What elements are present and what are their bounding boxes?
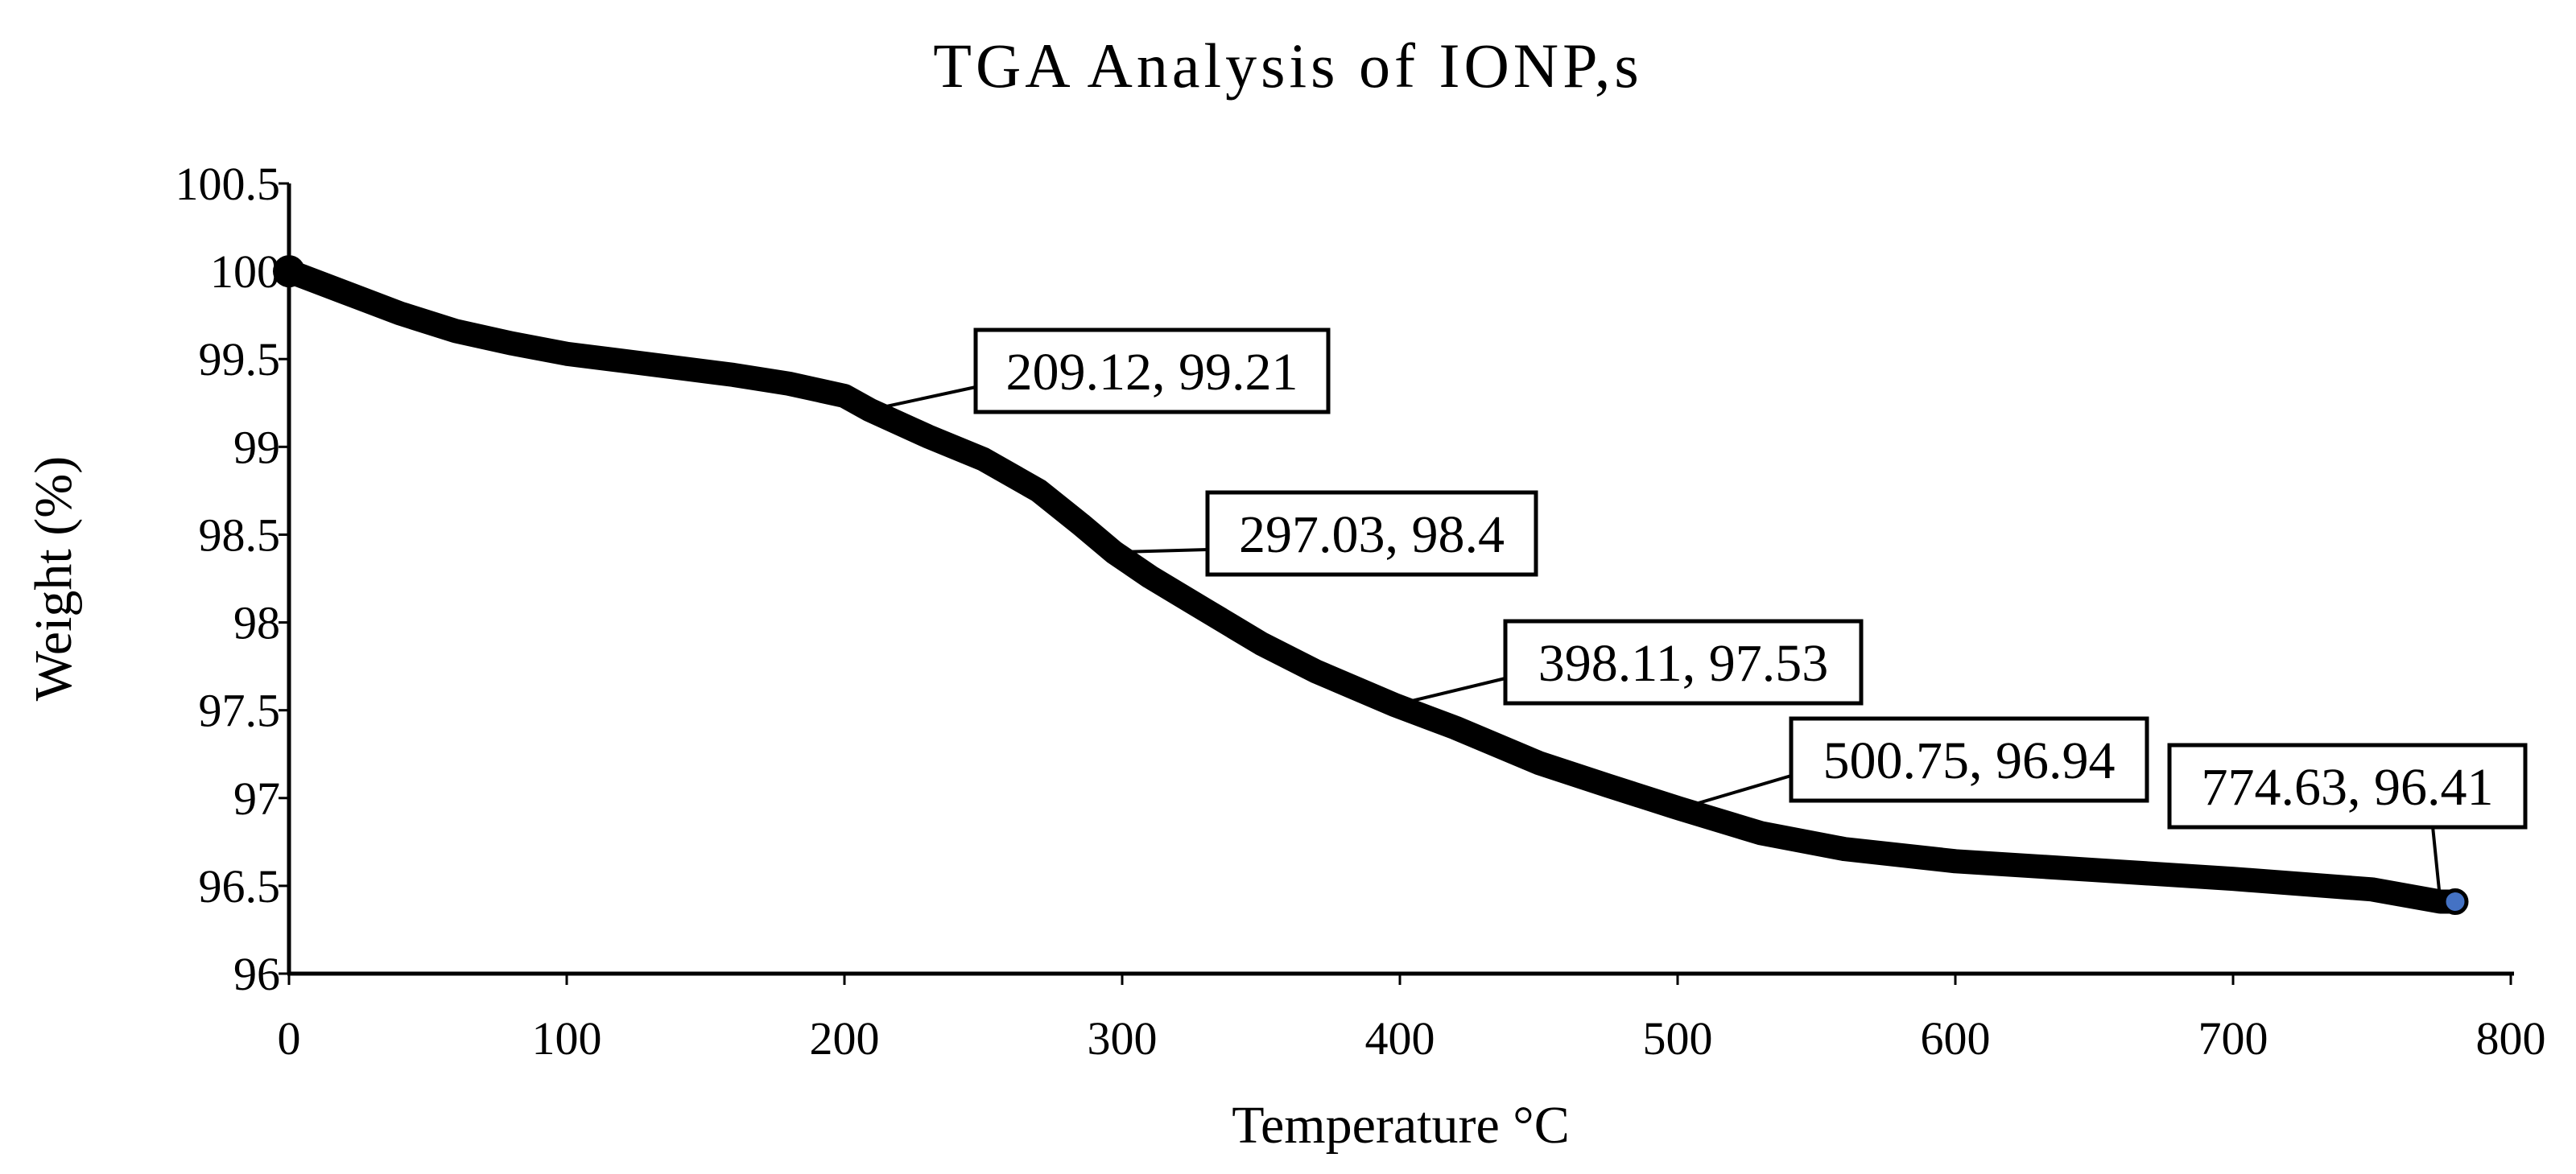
callout-leader-line — [2431, 826, 2442, 902]
callout-leader-line — [1394, 677, 1506, 707]
x-tick-label: 100 — [532, 1012, 602, 1065]
highlight-points — [273, 255, 2469, 916]
callout-leader-line — [869, 385, 976, 412]
data-callouts: 209.12, 99.21 297.03, 98.4 398.11, 97.53 50… — [869, 327, 2528, 902]
callout-label: 398.11, 97.53 — [1538, 634, 1829, 693]
x-axis-ticks: 0 100 200 300 400 500 600 700 800 — [278, 974, 2546, 1065]
weight-series-line — [277, 259, 2467, 914]
x-tick-label: 0 — [278, 1012, 301, 1065]
y-axis-ticks: 96 96.5 97 97.5 98 98.5 99 99.5 100 100.5 — [175, 158, 289, 1000]
x-tick-label: 300 — [1088, 1012, 1158, 1065]
callout-box — [1503, 619, 1864, 706]
y-tick-label: 99.5 — [199, 333, 281, 385]
x-tick-label: 200 — [810, 1012, 880, 1065]
y-tick-label: 96.5 — [199, 860, 281, 912]
callout-box — [1205, 490, 1538, 577]
y-tick-label: 97.5 — [199, 685, 281, 737]
y-axis-label: Weight (%) — [24, 456, 83, 701]
callout-label: 297.03, 98.4 — [1239, 505, 1505, 564]
y-tick-label: 96 — [233, 948, 280, 1000]
y-tick-label: 100.5 — [175, 158, 281, 210]
y-tick-label: 100 — [210, 245, 280, 298]
y-tick-label: 99 — [233, 421, 280, 473]
callout-label: 209.12, 99.21 — [1006, 343, 1298, 402]
x-tick-label: 500 — [1643, 1012, 1713, 1065]
callout-box — [2167, 743, 2528, 830]
callout-leader-line — [1113, 548, 1208, 554]
callout-box — [1789, 716, 2149, 803]
x-tick-label: 800 — [2476, 1012, 2546, 1065]
y-tick-label: 98.5 — [199, 509, 281, 561]
callout-label: 500.75, 96.94 — [1823, 731, 2116, 790]
callout-leader-line — [1679, 774, 1792, 810]
chart-title: TGA Analysis of IONP,s — [933, 31, 1642, 101]
y-tick-label: 97 — [233, 772, 280, 825]
callout-box — [973, 327, 1331, 414]
x-tick-label: 400 — [1365, 1012, 1435, 1065]
callout-label: 774.63, 96.41 — [2202, 758, 2494, 817]
x-tick-label: 700 — [2198, 1012, 2268, 1065]
x-axis-label: Temperature °C — [1232, 1096, 1569, 1155]
y-tick-label: 98 — [233, 597, 280, 649]
series-start-point — [273, 255, 305, 288]
x-tick-label: 600 — [1921, 1012, 1991, 1065]
series-end-point — [2442, 888, 2469, 916]
